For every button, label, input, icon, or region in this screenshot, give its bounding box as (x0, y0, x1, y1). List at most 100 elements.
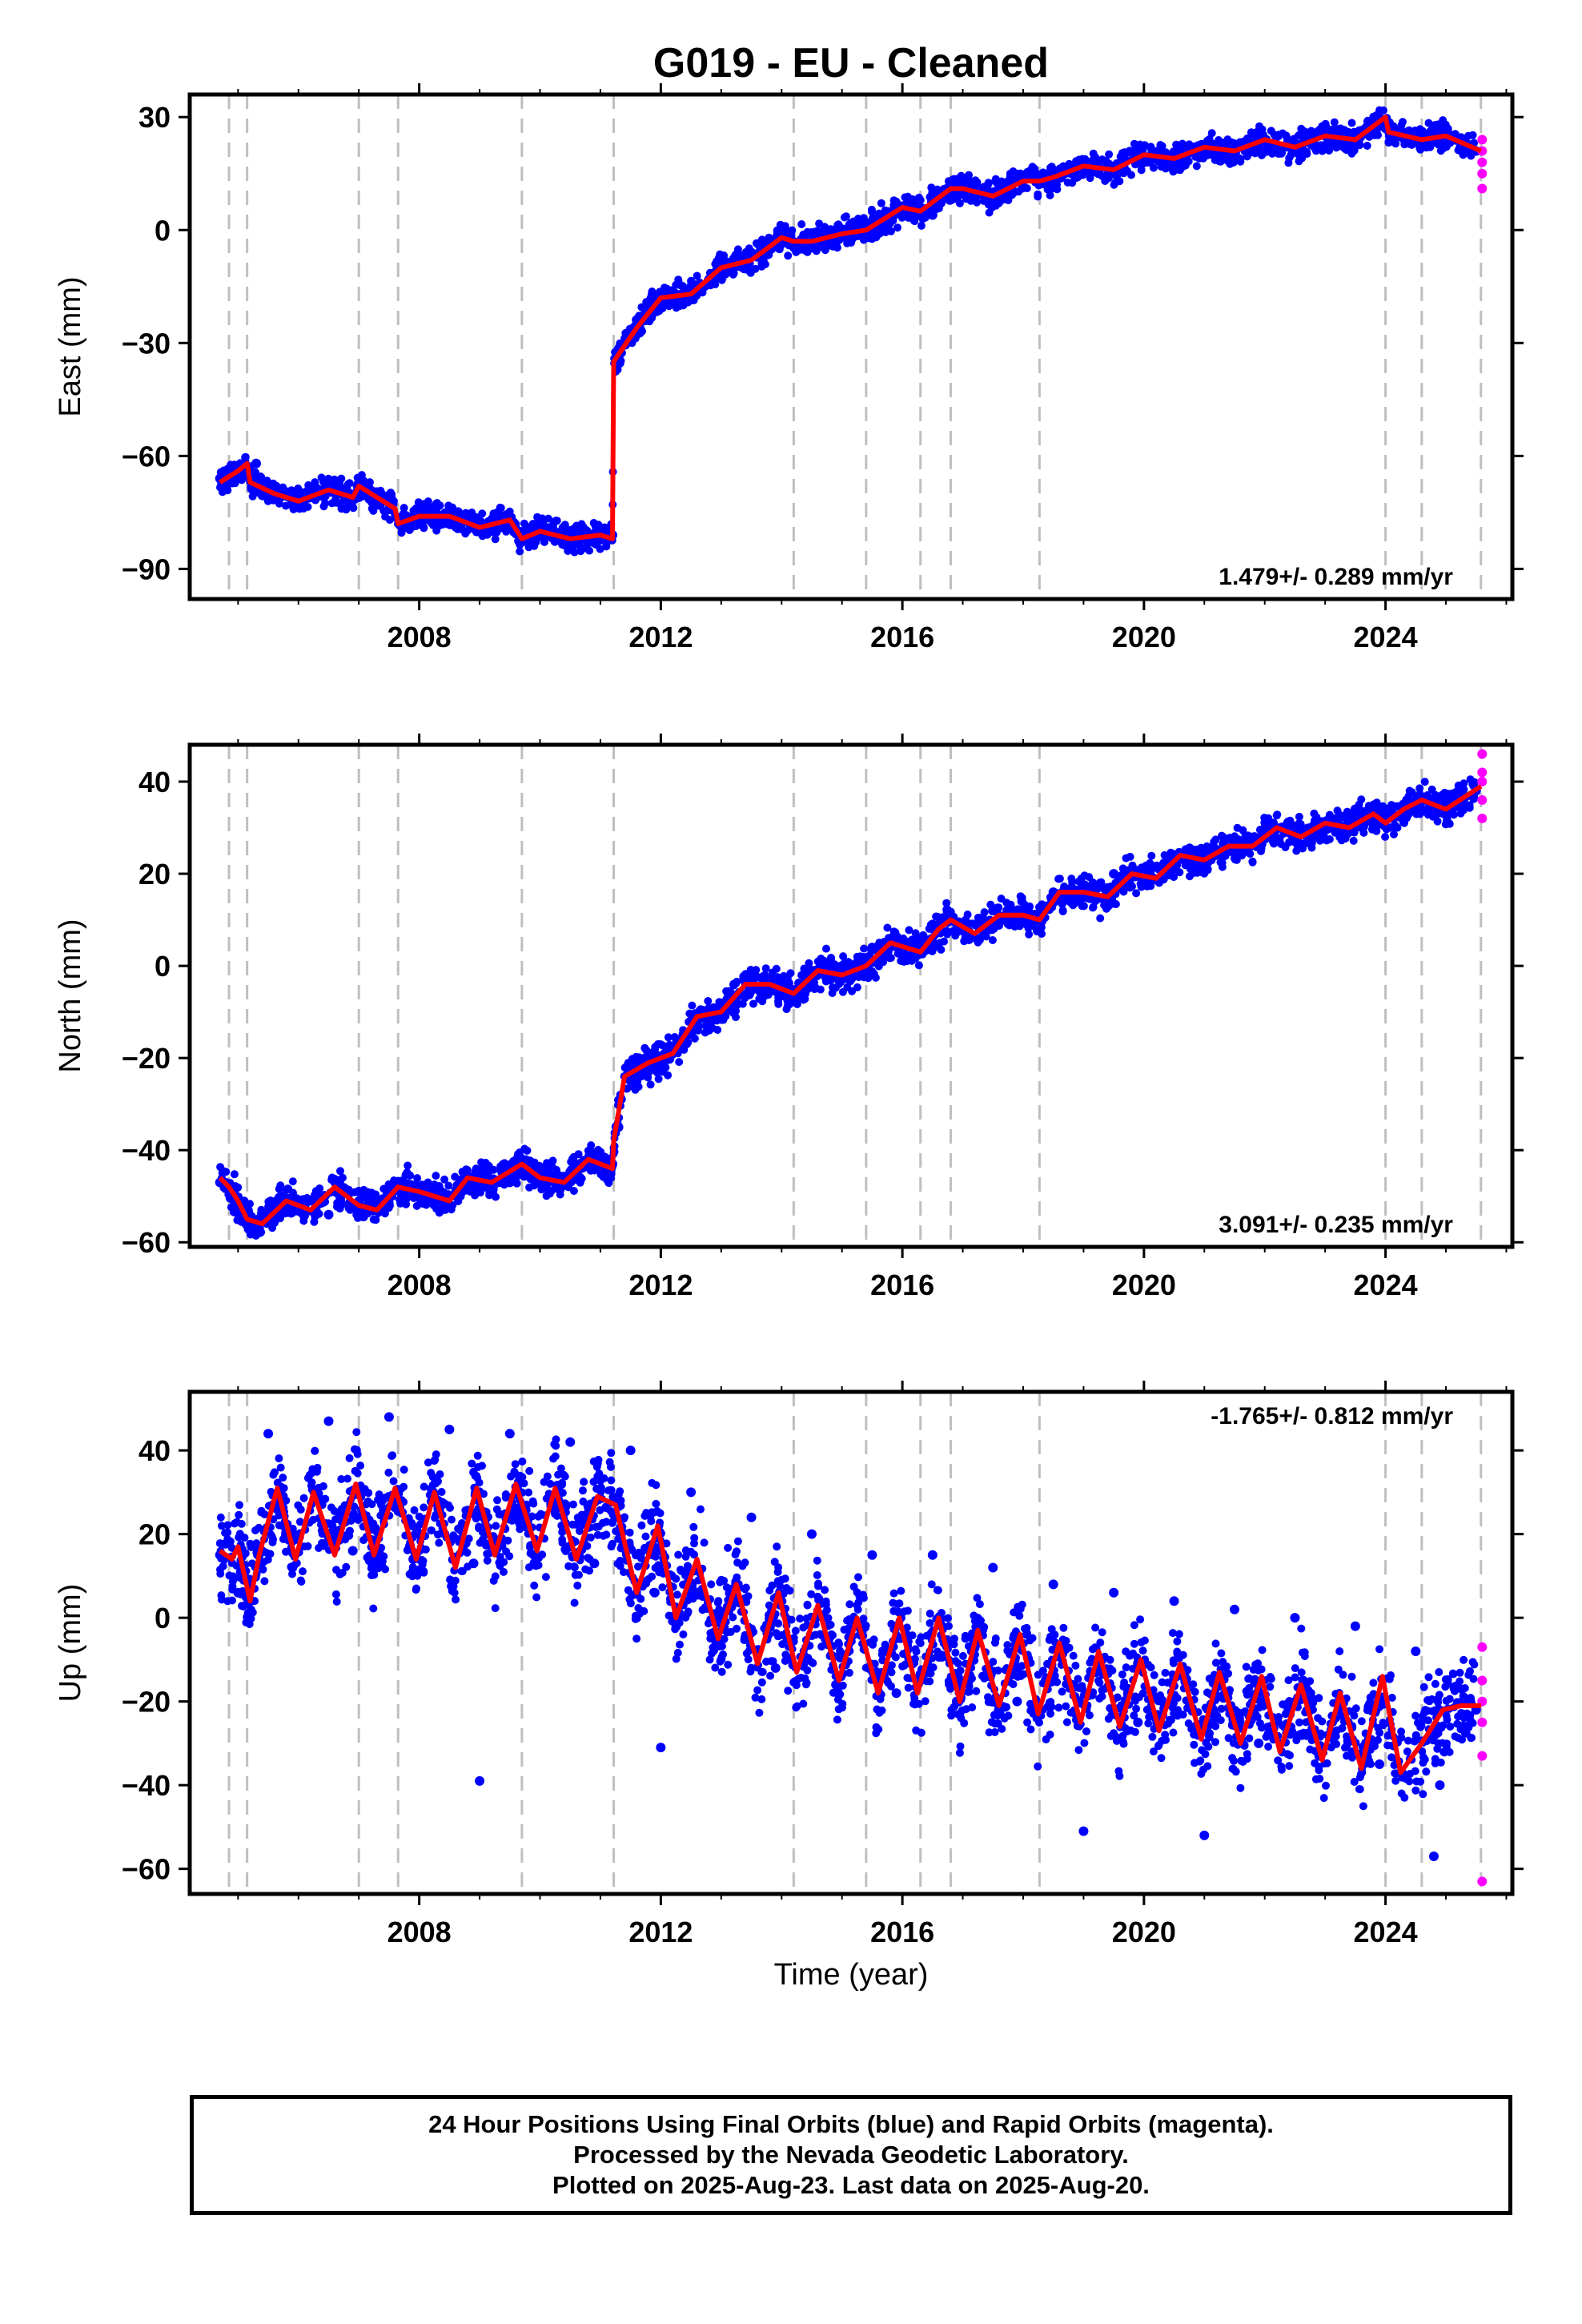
final-orbit-point (934, 204, 943, 213)
plot-area (215, 94, 1488, 599)
final-orbit-point (935, 939, 944, 947)
final-orbit-point (1089, 903, 1098, 911)
final-orbit-point (371, 1216, 380, 1224)
rapid-orbit-point (1477, 157, 1488, 167)
final-orbit-point (1221, 139, 1230, 147)
final-orbit-point (1275, 131, 1283, 139)
final-orbit-point (262, 479, 271, 488)
final-orbit-point (821, 223, 829, 231)
final-orbit-point (275, 499, 283, 508)
final-orbit-point (679, 301, 688, 310)
final-orbit-point (1339, 126, 1347, 135)
final-orbit-point (336, 482, 345, 491)
final-orbit-point (1269, 838, 1278, 846)
final-orbit-point (1095, 169, 1104, 178)
rapid-orbit-point (1477, 183, 1488, 194)
final-orbit-point (1319, 145, 1328, 153)
final-orbit-point (1046, 191, 1054, 199)
final-orbit-point (558, 541, 567, 549)
final-orbit-point (1369, 112, 1378, 121)
final-orbit-point (345, 479, 354, 488)
final-orbit-point (1119, 169, 1128, 178)
final-orbit-point (288, 1177, 297, 1186)
final-orbit-point (805, 959, 813, 967)
final-orbit-point (950, 191, 959, 200)
final-orbit-point (546, 524, 555, 533)
final-orbit-point (1192, 162, 1201, 171)
final-orbit-point (404, 1161, 412, 1170)
final-orbit-point (458, 525, 467, 534)
north-panel: 2008 2012 2016 2020 202440200−20−40−60North … (54, 734, 1524, 1301)
final-orbit-point (1295, 812, 1303, 821)
final-orbit-point (461, 513, 470, 521)
final-orbit-point (868, 207, 877, 216)
final-orbit-point (1363, 142, 1371, 150)
final-orbit-point (1158, 142, 1166, 151)
final-orbit-point (367, 498, 375, 507)
final-orbit-point (732, 1013, 740, 1022)
final-orbit-point (1050, 166, 1059, 175)
final-orbit-point (933, 185, 942, 194)
final-orbit-point (369, 506, 378, 515)
final-orbit-point (991, 177, 999, 186)
final-orbit-point (845, 236, 853, 245)
final-orbit-point (241, 452, 250, 461)
final-orbit-point (1236, 157, 1245, 166)
final-orbit-point (942, 927, 951, 935)
final-orbit-point (567, 1157, 576, 1166)
final-orbit-point (782, 1005, 791, 1014)
final-orbit-point (791, 998, 800, 1007)
final-orbit-point (1102, 883, 1111, 891)
final-orbit-point (363, 1188, 372, 1196)
final-orbit-point (570, 548, 579, 557)
final-orbit-point (1028, 163, 1037, 171)
final-orbit-point (1307, 130, 1315, 139)
final-orbit-point (917, 221, 926, 230)
final-orbits-cloud (215, 775, 1479, 1240)
final-orbit-point (1207, 129, 1216, 138)
final-orbit-point (1393, 802, 1402, 810)
final-orbit-point (884, 219, 893, 227)
final-orbit-point (979, 197, 988, 205)
x-tick-label: 2012 (628, 621, 693, 653)
final-orbit-point (833, 243, 841, 252)
final-orbit-point (251, 458, 261, 468)
final-orbit-point (230, 1170, 239, 1179)
x-tick-label: 2016 (870, 621, 934, 653)
final-orbit-point (1360, 806, 1369, 815)
y-tick-label: 0 (155, 214, 171, 247)
final-orbit-point (1147, 851, 1156, 860)
final-orbit-point (954, 175, 962, 184)
final-orbit-point (1268, 148, 1277, 156)
final-orbit-point (1303, 147, 1311, 156)
final-orbit-point (761, 964, 770, 973)
final-orbit-point (927, 210, 938, 220)
final-orbit-point (516, 547, 524, 556)
final-orbit-point (726, 988, 735, 996)
final-orbit-point (517, 1153, 526, 1162)
final-orbit-point (1164, 871, 1173, 880)
final-orbit-point (709, 277, 718, 286)
final-orbit-point (311, 478, 319, 487)
final-orbit-point (886, 954, 895, 963)
final-orbit-point (299, 1216, 308, 1225)
final-orbit-point (1431, 123, 1439, 131)
final-orbit-point (1273, 810, 1282, 819)
final-orbit-point (516, 539, 524, 548)
final-orbit-point (1436, 147, 1445, 155)
final-orbit-point (1283, 134, 1291, 143)
final-orbit-point (916, 195, 925, 204)
final-orbit-point (551, 537, 559, 546)
final-orbit-point (1014, 169, 1022, 178)
final-orbit-point (1186, 872, 1194, 881)
final-orbit-point (1392, 823, 1401, 832)
final-orbit-point (296, 488, 305, 497)
final-orbit-point (1199, 154, 1207, 163)
final-orbit-point (1126, 883, 1134, 892)
final-orbit-point (1025, 930, 1034, 939)
final-orbit-point (1078, 894, 1086, 903)
final-orbit-point (723, 267, 732, 276)
final-orbit-point (1211, 835, 1220, 844)
final-orbit-point (594, 521, 603, 529)
